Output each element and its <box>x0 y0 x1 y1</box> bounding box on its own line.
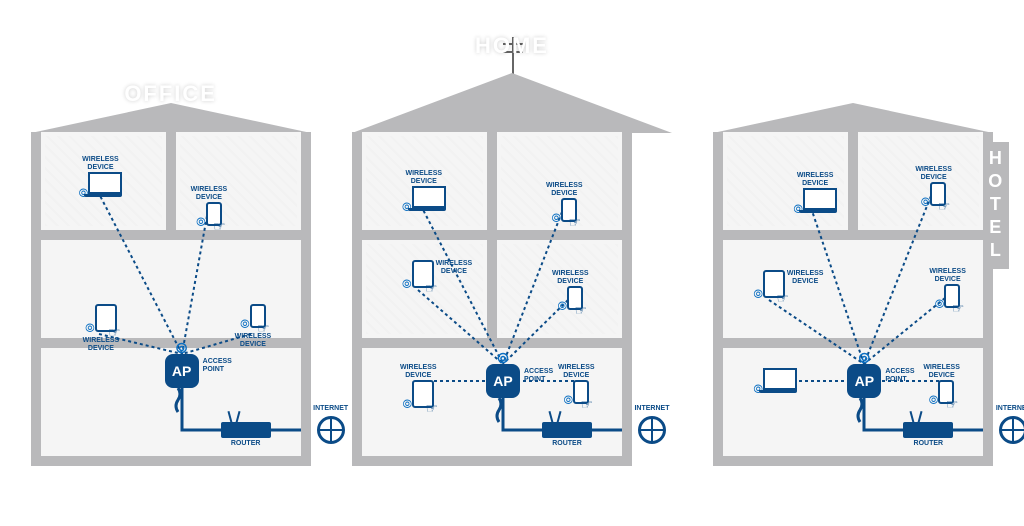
internet-globe-icon: INTERNET <box>638 416 666 444</box>
building-hotel: HOTEL WIRELESSDEVICE⦾WIRELESSDEVICE⦾☞ ⦾☞… <box>713 103 993 466</box>
building-title: HOME <box>475 33 549 59</box>
building-title: OFFICE <box>124 81 217 107</box>
floor-2 <box>723 240 983 348</box>
internet-globe-icon: INTERNET <box>999 416 1024 444</box>
floor-2 <box>41 240 301 348</box>
internet-globe-icon: INTERNET <box>317 416 345 444</box>
diagram-container: OFFICE WIRELESSDEVICE⦾WIRELESSDEVICE⦾☞⦾☞… <box>0 0 1024 526</box>
building-home: HOME WIRELESSDEVICE⦾WIRELESSDEVICE <box>352 73 672 466</box>
internet-label: INTERNET <box>313 405 348 412</box>
building-title: HOTEL <box>980 142 1009 269</box>
building-body: WIRELESSDEVICE⦾WIRELESSDEVICE⦾☞ ⦾☞ WIREL… <box>352 132 632 466</box>
floor-3 <box>723 348 983 456</box>
room <box>487 132 622 230</box>
floor-2 <box>362 240 622 348</box>
roof <box>31 103 311 133</box>
room <box>362 132 487 230</box>
floor-3 <box>362 348 622 456</box>
floor-1 <box>362 132 622 240</box>
floor-1 <box>723 132 983 240</box>
internet-label: INTERNET <box>634 405 669 412</box>
building-body: WIRELESSDEVICE⦾WIRELESSDEVICE⦾☞⦾☞WIRELES… <box>31 132 311 466</box>
room <box>362 240 487 338</box>
internet-label: INTERNET <box>996 405 1024 412</box>
building-body: HOTEL WIRELESSDEVICE⦾WIRELESSDEVICE⦾☞ ⦾☞… <box>713 132 993 466</box>
floor-1 <box>41 132 301 240</box>
building-office: OFFICE WIRELESSDEVICE⦾WIRELESSDEVICE⦾☞⦾☞… <box>31 103 311 466</box>
room <box>166 132 301 230</box>
roof <box>352 73 672 133</box>
room <box>848 132 983 230</box>
room <box>487 240 622 338</box>
floor-3 <box>41 348 301 456</box>
roof <box>713 103 993 133</box>
room <box>41 132 166 230</box>
room <box>723 132 848 230</box>
